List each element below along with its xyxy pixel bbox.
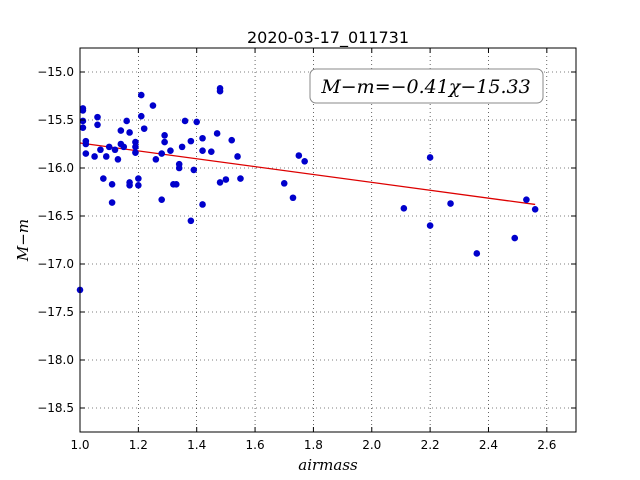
data-point: [114, 156, 122, 163]
fit-equation-text: M−m=−0.41χ−15.33: [320, 76, 530, 98]
data-point: [97, 146, 104, 154]
data-point: [531, 205, 539, 213]
y-tick-label: −17.5: [37, 305, 74, 319]
x-axis-label: airmass: [298, 456, 358, 474]
x-tick-label: 1.6: [246, 438, 265, 452]
data-point: [172, 181, 180, 188]
legend-frame: [309, 68, 544, 104]
data-point: [100, 175, 107, 182]
data-point: [126, 129, 133, 136]
x-tick-label: 2.6: [537, 438, 556, 452]
data-point: [79, 107, 87, 114]
data-point: [237, 175, 244, 182]
data-point: [216, 87, 224, 95]
data-point: [79, 117, 87, 125]
data-point: [135, 181, 142, 189]
data-point: [222, 176, 230, 183]
data-point: [108, 181, 116, 188]
y-axis-label: M−m: [14, 219, 32, 262]
data-point: [140, 125, 148, 132]
data-point: [523, 196, 530, 203]
data-point: [426, 154, 434, 161]
data-point: [295, 152, 303, 159]
x-tick-label: 2.2: [421, 438, 440, 452]
data-point: [123, 117, 130, 125]
data-point: [82, 150, 90, 157]
y-tick-label: −15.0: [37, 65, 74, 79]
data-point: [216, 179, 224, 186]
x-tick-label: 1.4: [187, 438, 206, 452]
data-point: [193, 118, 201, 126]
data-point: [167, 147, 174, 155]
x-tick-label: 2.0: [362, 438, 381, 452]
data-point: [152, 156, 160, 163]
data-point: [94, 113, 101, 121]
data-point: [132, 149, 139, 156]
data-point: [132, 138, 139, 146]
data-point: [207, 148, 215, 155]
data-point: [187, 217, 195, 225]
data-point: [132, 143, 139, 151]
data-points: [76, 85, 539, 294]
data-point: [199, 134, 206, 142]
data-point: [187, 137, 195, 145]
y-tick-label: −16.5: [37, 209, 74, 223]
data-point: [108, 199, 116, 206]
data-point: [234, 153, 241, 160]
data-point: [289, 194, 297, 202]
chart-title: 2020-03-17_011731: [247, 28, 409, 48]
data-point: [228, 136, 236, 144]
x-tick-label: 2.4: [479, 438, 498, 452]
data-point: [105, 143, 113, 151]
data-point: [447, 200, 454, 207]
fit-line-layer: [79, 142, 536, 206]
data-point: [190, 166, 198, 174]
x-tick-label: 1.2: [129, 438, 148, 452]
data-point: [91, 153, 98, 160]
data-point: [199, 147, 206, 155]
data-point: [175, 164, 183, 172]
data-point: [178, 143, 186, 151]
data-point: [82, 140, 90, 148]
data-point: [400, 205, 408, 212]
plot-area-frame: [79, 47, 577, 433]
data-point: [181, 117, 189, 125]
data-point: [158, 150, 165, 157]
data-point: [161, 138, 168, 146]
data-point: [199, 201, 206, 208]
fit-equation-legend: M−m=−0.41χ−15.33: [309, 68, 544, 104]
data-point: [473, 250, 481, 257]
data-point: [161, 132, 168, 139]
y-axis-ticks: −15.0 −15.5 −16.0 −16.5 −17.0 −17.5 −18.0 −18.5: [37, 65, 576, 415]
data-point: [117, 127, 125, 134]
data-point: [137, 112, 145, 120]
fit-line: [79, 142, 536, 206]
y-tick-label: −15.5: [37, 113, 74, 127]
data-point: [213, 130, 221, 137]
x-axis-ticks: 1.0 1.2 1.4 1.6 1.8 2.0 2.2 2.4 2.6: [70, 48, 556, 452]
y-tick-label: −18.5: [37, 401, 74, 415]
data-point: [102, 153, 110, 160]
data-point: [280, 180, 288, 187]
data-point: [137, 91, 145, 99]
data-point: [301, 157, 308, 165]
x-tick-label: 1.0: [70, 438, 89, 452]
data-point: [511, 234, 519, 242]
data-point: [94, 121, 101, 129]
data-point: [120, 143, 128, 151]
x-tick-label: 1.8: [304, 438, 323, 452]
data-point: [79, 124, 87, 131]
y-tick-label: −18.0: [37, 353, 74, 367]
data-point: [135, 175, 142, 182]
y-tick-label: −17.0: [37, 257, 74, 271]
data-point: [149, 102, 157, 109]
y-tick-label: −16.0: [37, 161, 74, 175]
data-point: [426, 222, 434, 229]
data-point: [126, 181, 133, 189]
data-point: [111, 146, 119, 154]
data-point: [158, 196, 165, 203]
